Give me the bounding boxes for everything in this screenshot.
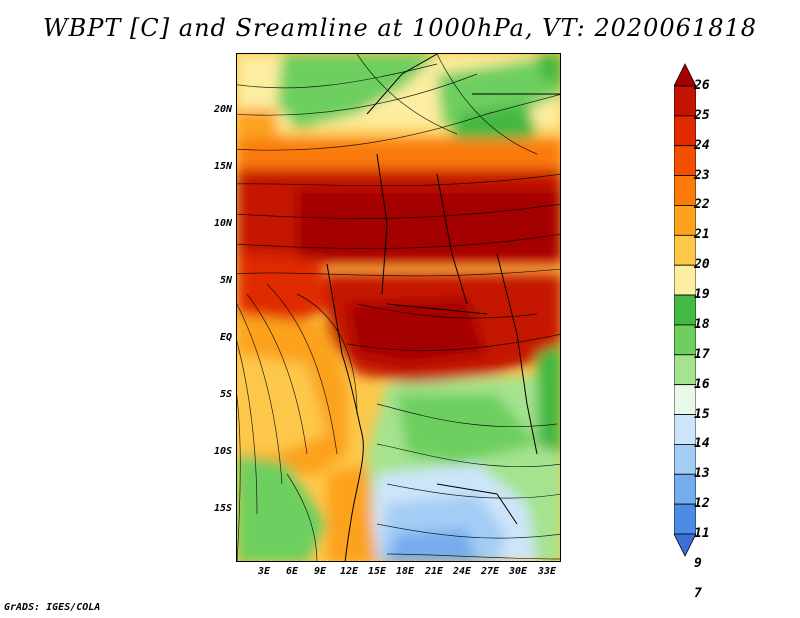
colorbar-swatch	[674, 294, 696, 326]
lon-tick: 3E	[257, 566, 271, 577]
colorbar-label: 18	[694, 316, 710, 332]
colorbar-label: 21	[694, 227, 710, 243]
colorbar-label: 14	[694, 436, 710, 452]
colorbar-label: 17	[694, 346, 710, 362]
lat-tick: 5S	[219, 389, 232, 400]
colorbar-label: 11	[694, 526, 710, 541]
colorbar-label: 16	[694, 376, 710, 392]
lon-tick: 9E	[313, 566, 327, 577]
colorbar-swatch	[674, 234, 696, 266]
colorbar-swatch	[674, 205, 696, 236]
colorbar-swatch	[674, 414, 696, 445]
colorbar-label: 24	[694, 137, 710, 153]
lon-tick: 24E	[452, 566, 472, 577]
colorbar-swatch	[674, 354, 696, 386]
lon-tick: 6E	[285, 566, 299, 577]
chart-title: WBPT [C] and Sreamline at 1000hPa, VT: 2…	[42, 14, 758, 42]
colorbar-label: 7	[694, 585, 702, 601]
colorbar-swatch	[674, 384, 696, 415]
grads-credit: GrADS: IGES/COLA	[4, 602, 101, 613]
colorbar-swatch	[674, 264, 696, 296]
colorbar-swatch	[674, 145, 696, 176]
colorbar-label: 26	[694, 78, 710, 93]
colorbar-label: 19	[694, 287, 710, 303]
colorbar-label: 22	[694, 197, 710, 213]
colorbar-label: 25	[694, 107, 710, 123]
colorbar-label: 13	[694, 466, 710, 482]
colorbar-label: 15	[694, 406, 710, 422]
streamlines	[237, 54, 560, 561]
colorbar-swatch	[674, 443, 696, 475]
lon-tick: 30E	[508, 566, 528, 577]
colorbar-swatch	[674, 473, 696, 505]
colorbar-swatch	[674, 324, 696, 356]
lon-tick: 27E	[480, 566, 500, 577]
lat-tick: 15N	[213, 161, 232, 172]
lat-tick: 10N	[213, 218, 232, 229]
wbpt-field-map	[237, 54, 560, 561]
lon-tick: 18E	[395, 566, 415, 577]
colorbar-swatch	[674, 175, 696, 206]
lat-tick: EQ	[219, 332, 232, 343]
lat-tick: 5N	[219, 275, 232, 286]
lon-tick: 12E	[339, 566, 359, 577]
colorbar-label: 20	[694, 257, 710, 273]
colorbar-label: 9	[694, 555, 702, 571]
lat-tick: 10S	[213, 446, 232, 457]
colorbar-label: 23	[694, 167, 710, 183]
colorbar-label: 12	[694, 496, 710, 512]
lat-tick: 15S	[213, 503, 232, 514]
colorbar-swatch	[674, 115, 696, 147]
lat-tick: 20N	[213, 104, 232, 115]
colorbar	[674, 63, 696, 557]
lon-tick: 21E	[424, 566, 444, 577]
lon-tick: 33E	[537, 566, 557, 577]
colorbar-swatch	[674, 503, 696, 535]
colorbar-swatch	[674, 533, 696, 557]
colorbar-swatch	[674, 85, 696, 117]
lon-tick: 15E	[367, 566, 387, 577]
map-panel	[236, 53, 561, 562]
borders	[326, 54, 560, 561]
colorbar-swatch	[674, 63, 696, 87]
